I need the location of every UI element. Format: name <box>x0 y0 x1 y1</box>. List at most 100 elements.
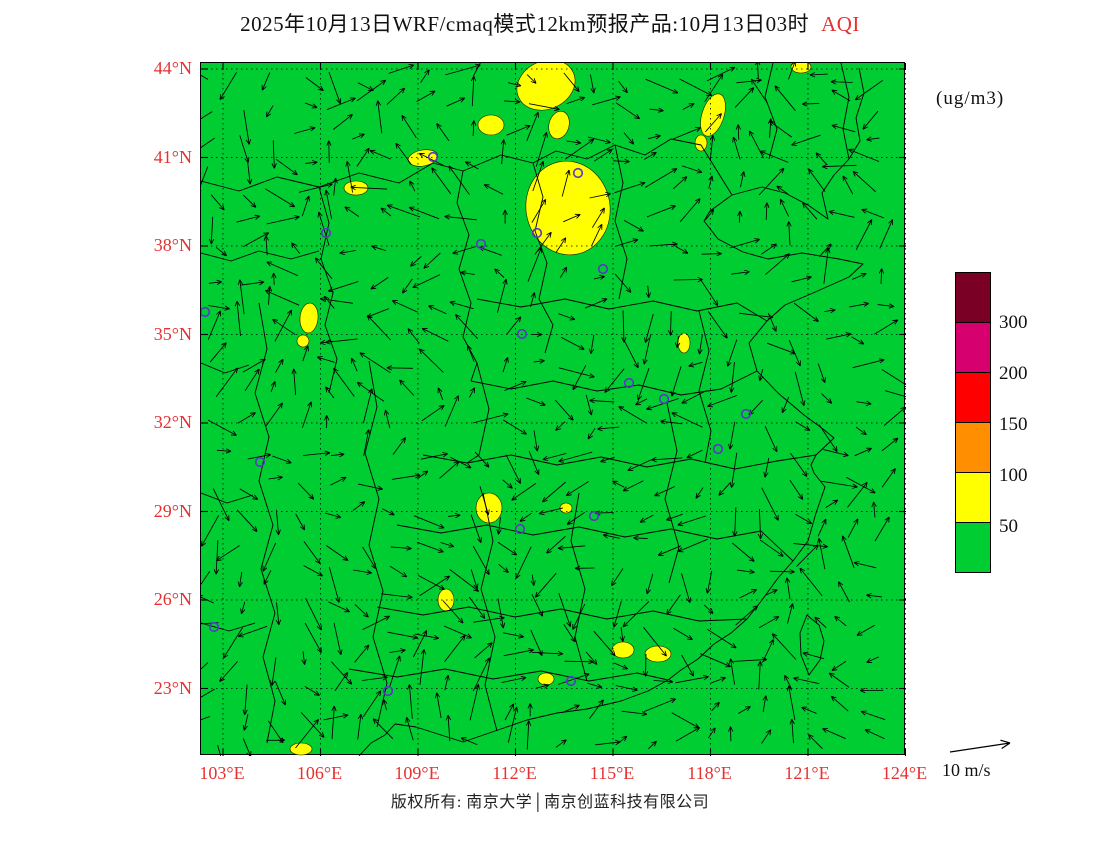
coast-and-province-boundaries <box>201 63 865 756</box>
boundary-line <box>570 492 588 682</box>
station-marker <box>516 328 528 340</box>
yellow-patch <box>525 160 611 256</box>
aqi-moderate-patches <box>289 63 812 756</box>
lat-tick-label: 23°N <box>153 677 192 698</box>
boundary-line <box>664 402 680 584</box>
legend-color-cell <box>955 422 991 473</box>
station-marker <box>565 675 577 687</box>
boundary-line <box>358 158 864 756</box>
boundary-line <box>396 524 794 562</box>
boundary-line <box>532 162 554 354</box>
boundary-line <box>318 186 338 394</box>
station-marker <box>254 456 266 468</box>
yellow-patch <box>537 672 555 686</box>
lat-tick-label: 44°N <box>153 58 192 78</box>
boundary-line <box>698 310 712 464</box>
yellow-patch <box>694 134 708 152</box>
boundary-line <box>466 362 490 464</box>
chart-title-text: 2025年10月13日WRF/cmaq模式12km预报产品:10月13日03时 <box>240 12 810 36</box>
lat-tick-label: 35°N <box>153 323 192 344</box>
yellow-patch <box>700 93 726 137</box>
boundary-line <box>848 67 865 160</box>
station-marker <box>712 443 724 455</box>
boundary-line <box>254 302 276 744</box>
boundary-line <box>840 63 850 160</box>
boundary-line <box>799 614 825 676</box>
units-label: (ug/m3) <box>936 88 1005 109</box>
boundary-line <box>614 144 628 300</box>
station-marker <box>475 238 487 250</box>
legend-value-label: 50 <box>999 516 1018 537</box>
station-marker <box>514 523 526 535</box>
boundary-line <box>201 362 250 374</box>
station-markers <box>201 151 752 697</box>
lat-tick-label: 26°N <box>153 589 192 609</box>
boundary-line <box>422 454 817 470</box>
legend-value-label: 100 <box>999 465 1028 486</box>
yellow-patch <box>644 645 672 663</box>
legend-color-cell <box>955 272 991 323</box>
yellow-patch <box>611 641 635 659</box>
boundary-line <box>376 606 748 622</box>
yellow-patch <box>299 302 319 334</box>
legend-color-cell <box>955 472 991 523</box>
station-marker <box>382 685 394 697</box>
station-marker <box>201 306 211 318</box>
aqi-colorbar <box>955 272 991 573</box>
legend-color-cell <box>955 322 991 373</box>
station-marker <box>588 510 600 522</box>
boundary-line <box>456 170 478 382</box>
boundary-line <box>470 370 758 396</box>
boundary-line <box>201 492 254 504</box>
chart-title-variable: AQI <box>821 12 860 36</box>
wind-scale-label: 10 m/s <box>942 760 991 780</box>
boundary-line <box>201 138 733 196</box>
station-marker <box>531 227 543 239</box>
lon-tick-label: 121°E <box>784 763 830 783</box>
copyright-footer: 版权所有: 南京大学│南京创蓝科技有限公司 <box>390 794 710 811</box>
yellow-patch <box>790 63 812 74</box>
yellow-patch <box>296 334 310 348</box>
boundary-line <box>476 298 768 322</box>
station-marker <box>572 167 584 179</box>
yellow-patch <box>289 742 313 756</box>
chart-title: 2025年10月13日WRF/cmaq模式12km预报产品:10月13日03时 A… <box>70 8 1030 38</box>
station-marker <box>320 227 332 239</box>
lon-tick-label: 115°E <box>589 763 635 783</box>
legend-value-label: 200 <box>999 363 1028 384</box>
reference-arrow <box>949 739 1011 753</box>
lat-tick-label: 41°N <box>153 146 192 167</box>
boundary-line <box>480 492 498 732</box>
station-marker <box>740 408 752 420</box>
yellow-patch <box>559 502 573 514</box>
legend-color-cell <box>955 522 991 573</box>
station-marker <box>623 377 635 389</box>
lon-tick-label: 112°E <box>492 763 537 783</box>
legend-color-cell <box>955 372 991 423</box>
yellow-patch <box>477 114 505 136</box>
legend-value-label: 150 <box>999 414 1028 435</box>
boundary-line <box>764 63 778 160</box>
yellow-patch <box>475 492 503 524</box>
boundary-line <box>348 668 669 682</box>
lon-tick-label: 124°E <box>881 763 928 783</box>
boundary-line <box>201 250 320 262</box>
latlon-gridlines <box>201 63 906 756</box>
yellow-patch <box>407 149 439 167</box>
lat-tick-label: 29°N <box>153 500 192 521</box>
lon-tick-label: 103°E <box>199 763 245 783</box>
lon-tick-label: 109°E <box>394 763 440 783</box>
lat-tick-label: 38°N <box>153 235 192 255</box>
yellow-patch <box>548 110 570 140</box>
wind-scale-arrow <box>949 739 1011 753</box>
station-marker <box>427 151 439 163</box>
lon-tick-label: 118°E <box>687 763 732 783</box>
map-canvas <box>201 63 906 756</box>
station-marker <box>208 621 220 633</box>
yellow-patch <box>516 63 576 111</box>
station-marker <box>658 393 670 405</box>
wind-vector-field <box>201 63 906 756</box>
forecast-map <box>200 62 906 756</box>
station-marker <box>597 263 609 275</box>
